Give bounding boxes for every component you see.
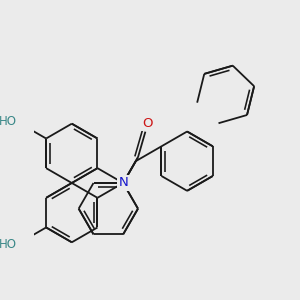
- Text: HO: HO: [0, 116, 17, 128]
- Text: O: O: [142, 117, 153, 130]
- Text: HO: HO: [0, 238, 17, 250]
- Text: N: N: [118, 176, 128, 190]
